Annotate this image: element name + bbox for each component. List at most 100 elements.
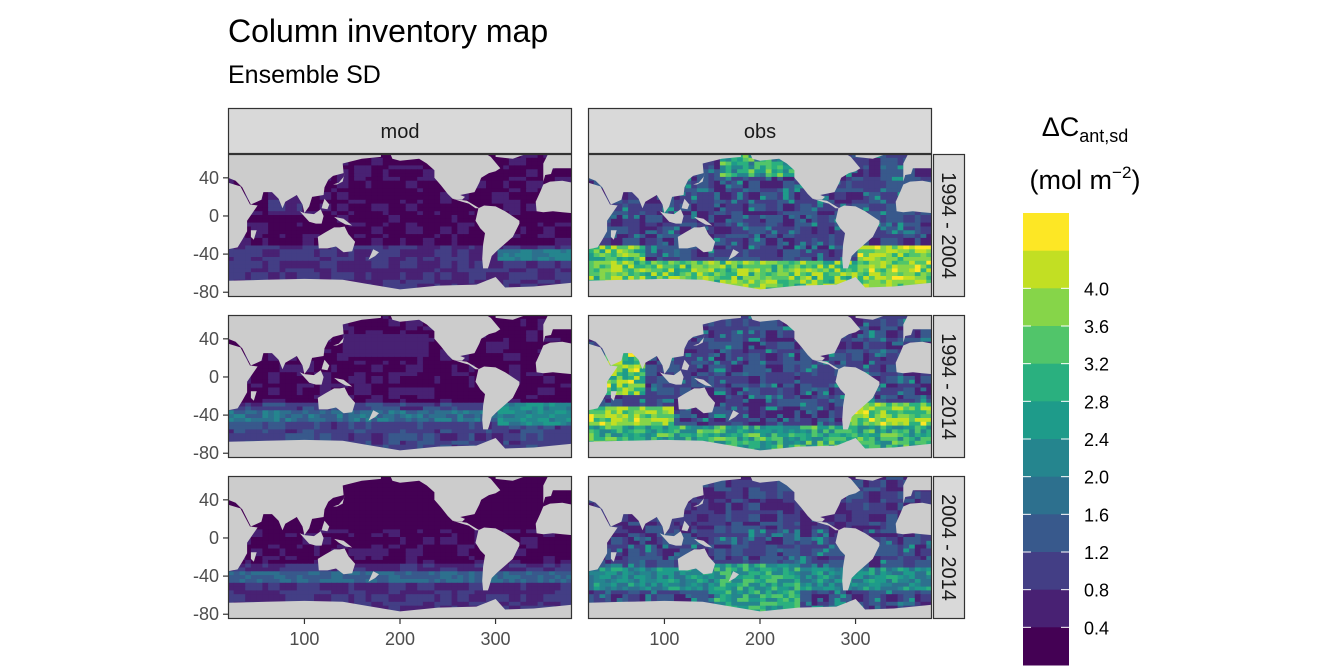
ocean-cell: [411, 330, 418, 335]
ocean-cell: [268, 207, 275, 212]
ocean-cell: [422, 199, 430, 205]
ocean-cell: [800, 222, 807, 227]
ocean-cell: [863, 272, 870, 277]
ocean-cell: [886, 237, 893, 243]
ocean-cell: [422, 222, 430, 227]
land-mask: [694, 216, 713, 226]
ocean-cell: [336, 199, 344, 205]
ocean-cell: [268, 215, 275, 220]
ocean-cell: [874, 184, 881, 189]
ocean-cell: [880, 249, 887, 254]
ocean-cell: [794, 245, 801, 250]
ocean-cell: [422, 211, 430, 216]
ocean-cell: [354, 165, 361, 170]
ocean-cell: [903, 257, 910, 262]
ocean-cell: [354, 234, 361, 239]
ocean-cell: [754, 188, 761, 193]
ocean-cell: [279, 245, 286, 250]
ocean-cell: [794, 226, 801, 231]
ocean-cell: [914, 222, 922, 227]
ocean-cell: [926, 264, 932, 269]
panel-border: [227, 153, 573, 298]
ocean-cell: [566, 241, 572, 247]
ocean-cell: [411, 322, 418, 327]
ocean-cell: [679, 249, 686, 254]
ocean-cell: [543, 272, 550, 277]
ocean-cell: [377, 207, 384, 212]
ocean-cell: [400, 173, 407, 178]
ocean-cell: [474, 260, 481, 266]
ocean-cell: [526, 257, 533, 262]
ocean-cell: [840, 199, 847, 205]
ocean-cell: [440, 199, 447, 205]
ocean-cell: [388, 241, 395, 247]
ocean-cell: [400, 218, 407, 224]
ocean-cell: [863, 249, 870, 254]
ocean-cell: [434, 184, 441, 189]
ocean-cell: [371, 237, 378, 243]
ocean-cell: [285, 237, 292, 243]
ocean-cell: [508, 249, 516, 254]
ocean-cell: [880, 195, 887, 201]
ocean-cell: [377, 330, 384, 335]
ocean-cell: [405, 230, 412, 235]
ocean-cell: [239, 264, 246, 269]
ocean-cell: [554, 330, 562, 335]
ocean-cell: [543, 234, 550, 239]
ocean-cell: [531, 257, 539, 262]
ocean-cell: [639, 234, 646, 239]
ocean-cell: [788, 268, 795, 273]
ocean-cell: [388, 249, 395, 254]
ocean-cell: [668, 222, 675, 227]
ocean-cell: [765, 215, 772, 220]
ocean-cell: [668, 276, 675, 281]
ocean-cell: [388, 276, 395, 281]
ocean-cell: [279, 226, 286, 231]
ocean-cell: [868, 180, 876, 186]
ocean-cell: [782, 211, 790, 216]
ocean-cell: [480, 276, 487, 281]
ocean-cell: [880, 211, 887, 216]
ocean-cell: [777, 203, 784, 208]
ocean-cell: [788, 249, 795, 254]
ocean-cell: [920, 260, 927, 266]
ocean-cell: [503, 184, 510, 189]
ocean-cell: [828, 192, 836, 197]
ocean-cell: [256, 222, 263, 227]
ocean-cell: [428, 264, 435, 269]
ocean-cell: [463, 268, 470, 273]
ocean-cell: [354, 192, 361, 197]
ocean-cell: [679, 268, 686, 273]
ocean-cell: [537, 318, 544, 324]
ocean-cell: [903, 218, 910, 224]
ocean-cell: [491, 188, 498, 193]
ocean-cell: [531, 203, 539, 208]
ocean-cell: [708, 195, 715, 201]
ocean-cell: [782, 218, 790, 224]
ocean-cell: [365, 230, 372, 235]
ocean-cell: [794, 199, 801, 205]
ocean-cell: [760, 192, 767, 197]
ocean-cell: [537, 264, 544, 269]
ocean-cell: [754, 218, 761, 224]
ocean-cell: [874, 173, 881, 178]
ocean-cell: [891, 222, 899, 227]
ocean-cell: [926, 276, 932, 281]
ocean-cell: [782, 207, 790, 212]
ocean-cell: [874, 161, 881, 166]
ocean-cell: [742, 226, 750, 231]
ocean-cell: [560, 257, 567, 262]
ocean-cell: [874, 276, 881, 281]
ocean-cell: [336, 173, 344, 178]
ocean-cell: [526, 260, 533, 266]
ocean-cell: [622, 192, 629, 197]
ocean-cell: [434, 264, 441, 269]
ocean-cell: [628, 207, 635, 212]
ocean-cell: [748, 169, 755, 174]
ocean-cell: [440, 241, 447, 247]
ocean-cell: [874, 165, 881, 170]
ocean-cell: [463, 245, 470, 250]
land-mask: [681, 198, 690, 210]
ocean-cell: [365, 264, 372, 269]
ocean-cell: [537, 322, 544, 327]
